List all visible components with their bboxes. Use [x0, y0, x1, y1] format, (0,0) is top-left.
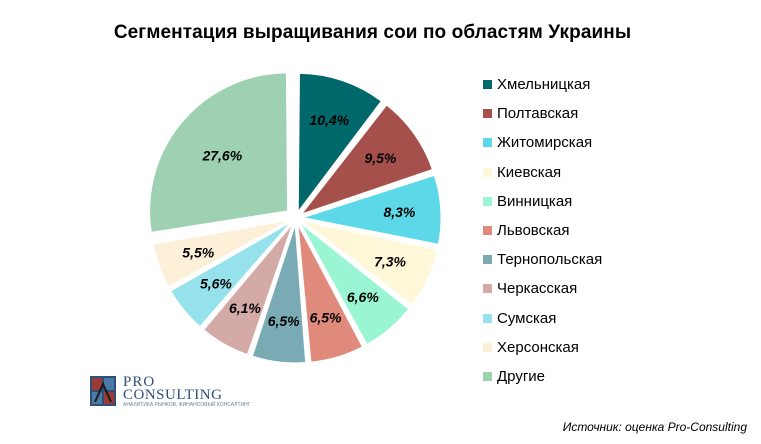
- pie-slice-10: [152, 219, 290, 288]
- slice-label-1: 10,4%: [309, 112, 349, 128]
- legend-label: Сумская: [497, 309, 557, 327]
- legend-swatch: [483, 313, 492, 323]
- slice-label-9: 5,6%: [200, 276, 232, 292]
- pie-slice-4: [302, 220, 438, 306]
- legend-item: Винницкая: [483, 187, 683, 216]
- legend-label: Полтавская: [497, 105, 579, 123]
- legend-label: Другие: [497, 367, 546, 385]
- chart-legend: Хмельницкая Полтавская Житомирская Киевская…: [483, 70, 683, 391]
- slice-label-2: 9,5%: [364, 150, 396, 166]
- pie-slice-7: [251, 224, 307, 364]
- legend-item: Сумская: [483, 304, 683, 333]
- legend-item: Киевская: [483, 158, 683, 187]
- legend-label: Львовская: [497, 222, 570, 240]
- slice-label-7: 6,5%: [268, 313, 300, 329]
- legend-swatch: [483, 196, 492, 206]
- pie-slice-1: [297, 72, 382, 213]
- pro-consulting-logo: PRO CONSULTING АНАЛИТИКА РЫНКОВ, ФИНАНСО…: [90, 374, 250, 408]
- legend-swatch: [483, 226, 492, 236]
- pie-slice-11: [149, 72, 289, 233]
- source-note: Источник: оценка Pro-Consulting: [562, 420, 747, 434]
- legend-label: Винницкая: [497, 192, 573, 210]
- logo-mark-icon: [90, 376, 116, 406]
- pie-slice-9: [170, 222, 291, 328]
- slice-label-11: 27,6%: [201, 148, 242, 164]
- legend-label: Черкасская: [497, 280, 578, 298]
- slice-label-3: 8,3%: [383, 204, 415, 220]
- pie-slice-3: [302, 174, 442, 245]
- legend-item: Херсонская: [483, 333, 683, 362]
- slice-label-4: 7,3%: [374, 253, 406, 269]
- legend-swatch: [483, 371, 492, 381]
- legend-swatch: [483, 109, 492, 119]
- legend-swatch: [483, 284, 492, 294]
- legend-swatch: [483, 138, 492, 148]
- legend-item: Львовская: [483, 216, 683, 245]
- legend-label: Киевская: [497, 163, 562, 181]
- legend-swatch: [483, 255, 492, 265]
- legend-item: Черкасская: [483, 274, 683, 303]
- legend-label: Тернопольская: [497, 251, 603, 269]
- slice-label-8: 6,1%: [229, 300, 261, 316]
- pie-slice-8: [203, 223, 294, 356]
- legend-item: Житомирская: [483, 128, 683, 157]
- legend-item: Полтавская: [483, 99, 683, 128]
- legend-swatch: [483, 80, 492, 90]
- legend-label: Житомирская: [497, 134, 593, 152]
- slice-label-5: 6,6%: [347, 289, 379, 305]
- logo-text-pro: PRO: [123, 374, 156, 390]
- slice-label-6: 6,5%: [310, 309, 342, 325]
- legend-item: Другие: [483, 362, 683, 391]
- pie-slice-5: [300, 222, 410, 345]
- legend-item: Хмельницкая: [483, 70, 683, 99]
- slice-label-10: 5,5%: [182, 244, 214, 260]
- logo-tagline: АНАЛИТИКА РЫНКОВ, ФИНАНСОВЫЙ КОНСАЛТИНГ: [123, 402, 251, 408]
- pie-slice-2: [300, 104, 433, 215]
- chart-title: Сегментация выращивания сои по областям …: [113, 22, 632, 43]
- pie-slice-6: [297, 224, 364, 363]
- legend-item: Тернопольская: [483, 245, 683, 274]
- legend-swatch: [483, 167, 492, 177]
- legend-label: Хмельницкая: [497, 76, 591, 94]
- logo-text-consulting: CONSULTING: [123, 387, 223, 403]
- legend-swatch: [483, 342, 492, 352]
- legend-label: Херсонская: [497, 338, 579, 356]
